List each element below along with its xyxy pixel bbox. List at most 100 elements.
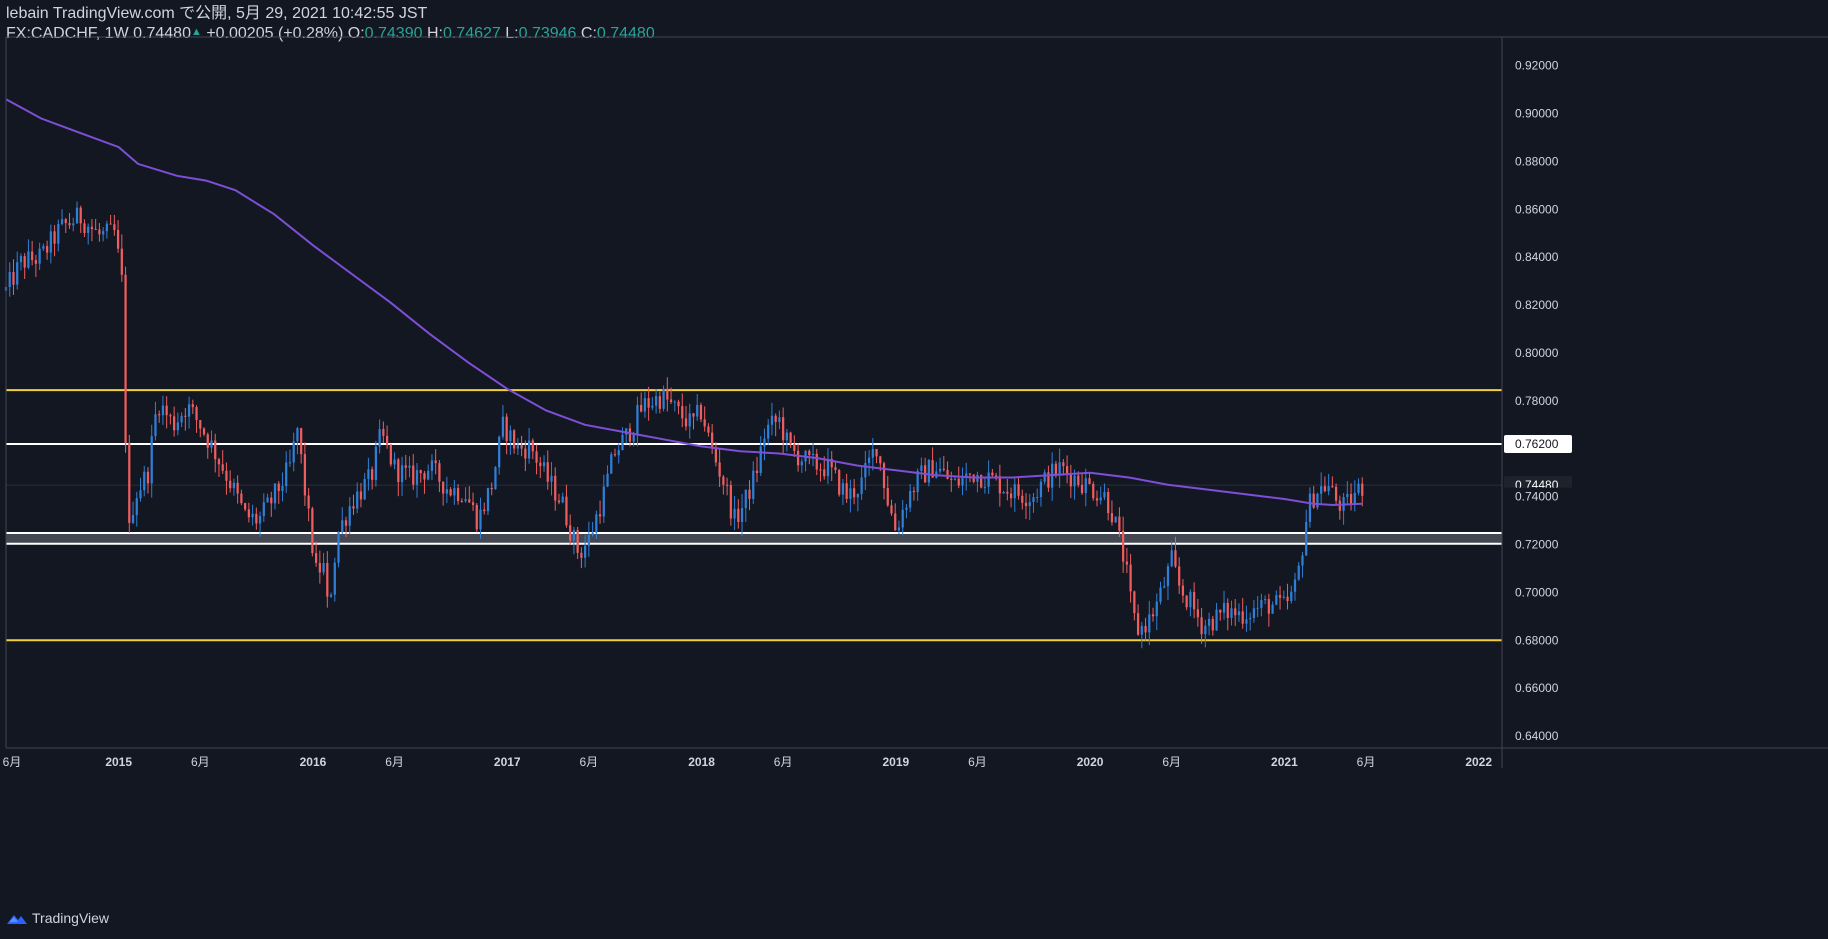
candle-body: [752, 470, 755, 499]
candle-body: [1103, 492, 1106, 498]
candle-body: [561, 496, 564, 503]
candle-body: [636, 405, 639, 434]
candle-body: [950, 478, 953, 480]
candle-body: [1211, 618, 1214, 631]
candle-body: [225, 470, 228, 481]
low-label: L:: [505, 25, 519, 42]
candle-body: [314, 553, 318, 563]
chart-header: lebain TradingView.com で公開, 5月 29, 2021 …: [6, 4, 655, 43]
candle-body: [965, 473, 968, 478]
candle-body: [524, 448, 527, 459]
candle-body: [1028, 502, 1031, 507]
candle-body: [838, 469, 841, 495]
candle-body: [823, 469, 826, 477]
footer: TradingView: [6, 910, 109, 926]
candle-body: [1084, 478, 1087, 494]
candle-body: [19, 256, 23, 263]
candle-body: [1178, 566, 1181, 586]
candle-body: [1189, 591, 1192, 608]
brand-label[interactable]: TradingView: [32, 910, 110, 926]
candle-body: [550, 475, 553, 482]
candle-body: [367, 469, 370, 479]
candle-body: [696, 404, 699, 417]
candle-body: [326, 562, 329, 597]
candle-body: [1133, 591, 1136, 614]
candle-body: [1357, 483, 1360, 493]
candle-body: [1219, 609, 1222, 613]
candle-body: [378, 429, 381, 447]
price-axis[interactable]: 0.92000 0.90000 0.88000 0.86000 0.84000 0.820…: [1504, 59, 1572, 743]
candle-body: [1305, 522, 1308, 556]
candle-body: [864, 463, 867, 478]
candle-body: [221, 464, 224, 471]
candle-body: [318, 562, 321, 573]
time-axis[interactable]: 6月 2015 6月 2016 6月 2017 6月 2018 6月 2019 6月 2020 6月 20…: [3, 755, 1493, 769]
candle-body: [774, 415, 777, 423]
candle-body: [385, 435, 389, 445]
candle-body: [658, 396, 661, 409]
candle-body: [359, 491, 363, 500]
candle-body: [942, 468, 945, 470]
candle-body: [393, 459, 396, 465]
candle-body: [116, 230, 120, 249]
symbol-label[interactable]: FX:CADCHF, 1W: [6, 25, 129, 42]
high-label: H:: [426, 25, 443, 42]
candle-body: [139, 490, 142, 499]
candle-body: [1065, 466, 1069, 474]
candle-body: [300, 428, 303, 455]
candle-body: [1148, 614, 1151, 633]
candle-body: [45, 246, 49, 253]
candle-body: [1058, 462, 1061, 476]
candle-body: [909, 490, 912, 508]
x-tick-label: 6月: [191, 755, 210, 769]
candle-body: [513, 430, 516, 449]
candle-body: [699, 404, 703, 420]
candle-body: [337, 531, 340, 563]
candle-body: [490, 487, 493, 490]
candle-body: [707, 426, 710, 433]
candle-body: [501, 416, 505, 437]
candle-body: [796, 450, 800, 466]
candle-body: [957, 478, 960, 486]
candle-body: [811, 453, 815, 455]
candle-body: [285, 462, 288, 487]
candle-body: [150, 436, 153, 484]
candle-body: [1039, 481, 1043, 498]
candle-body: [247, 509, 250, 518]
candle-body: [165, 405, 168, 416]
candle-body: [173, 416, 176, 431]
candle-body: [1353, 492, 1356, 505]
tradingview-logo-icon[interactable]: [6, 911, 28, 925]
candle-body: [916, 470, 919, 493]
candle-body: [419, 470, 422, 474]
candle-body: [1222, 602, 1226, 613]
candle-body: [445, 489, 448, 494]
candle-body: [277, 483, 280, 491]
candle-body: [632, 433, 635, 442]
candle-body: [16, 262, 19, 285]
candle-body: [236, 482, 239, 494]
candle-body: [60, 219, 64, 224]
candle-body: [785, 432, 788, 441]
candles: [4, 201, 1502, 649]
candle-body: [1275, 595, 1278, 605]
candle-body: [1290, 591, 1293, 602]
candle-body: [912, 490, 916, 493]
candle-body: [1226, 602, 1229, 619]
candle-body: [229, 480, 232, 489]
horizontal-lines[interactable]: [6, 389, 1502, 642]
candle-body: [759, 446, 762, 474]
x-tick-label: 6月: [1357, 755, 1376, 769]
candle-body: [266, 497, 269, 503]
candle-body: [42, 246, 45, 249]
candle-body: [404, 465, 407, 468]
candle-body: [307, 495, 310, 509]
candle-body: [740, 508, 744, 522]
moving-average-line: [5, 98, 1363, 507]
candle-body: [1361, 483, 1364, 496]
support-band-fill: [6, 533, 1502, 544]
candle-body: [1193, 591, 1196, 610]
candle-body: [206, 434, 209, 448]
candle-body: [613, 454, 617, 456]
